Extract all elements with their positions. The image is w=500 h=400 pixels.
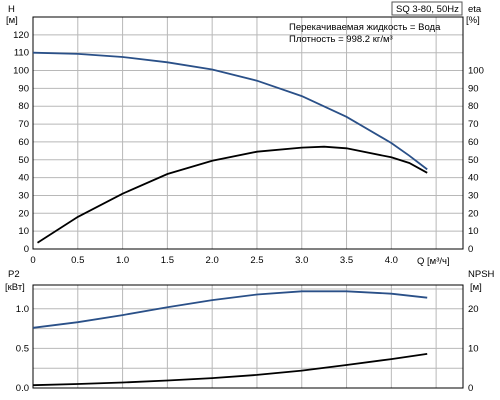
y-left-tick-label: 70 <box>18 119 29 130</box>
y-right-tick-label: 80 <box>468 101 479 112</box>
head-efficiency-chart: 0 10 20 30 40 50 60 70 80 90 100 110 120 0 10 20 30 40 50 6… <box>6 1 484 267</box>
y-right-tick-label: 10 <box>468 226 479 237</box>
y-right-tick-label: 40 <box>468 173 479 184</box>
eta-curve <box>37 145 428 244</box>
y-left-tick-label: 1.0 <box>16 304 29 315</box>
y-left-tick-label: 0.5 <box>16 343 29 354</box>
npsh-axis-title-name: NPSH <box>468 269 495 280</box>
y-left-tick-label: 0.0 <box>16 383 29 394</box>
npsh-axis-title-unit: [м] <box>470 282 482 293</box>
y-right-tick-label: 70 <box>468 119 479 130</box>
y-left-tick-label: 60 <box>18 137 29 148</box>
y-right-tick-label: 100 <box>468 66 484 77</box>
x-tick-label: 2.0 <box>206 255 219 266</box>
y-left-tick-label: 40 <box>18 173 29 184</box>
y-right-tick-label: 10 <box>468 343 479 354</box>
lower-tick-labels: 0.0 0.5 1.0 0 10 20 <box>16 304 479 394</box>
y-left-tick-label: 80 <box>18 101 29 112</box>
y-right-tick-label: 30 <box>468 190 479 201</box>
y-right-tick-label: 60 <box>468 137 479 148</box>
y-right-tick-label: 0 <box>468 383 473 394</box>
y-left-tick-label: 90 <box>18 83 29 94</box>
density-note: Плотность = 998.2 кг/м³ <box>289 34 393 45</box>
pump-label-box <box>391 1 463 16</box>
x-tick-label: 1.5 <box>161 255 174 266</box>
x-tick-label: 3.5 <box>340 255 353 266</box>
y-left-tick-label: 20 <box>18 208 29 219</box>
lower-grid <box>33 285 463 388</box>
y-right-tick-label: 20 <box>468 304 479 315</box>
upper-tick-labels: 0 10 20 30 40 50 60 70 80 90 100 110 120 0 10 20 30 40 50 6… <box>13 30 484 266</box>
y-left-title-name: H <box>8 4 15 15</box>
y-right-tick-label: 50 <box>468 155 479 166</box>
y-left-tick-label: 100 <box>13 66 29 77</box>
power-npsh-chart: 0.0 0.5 1.0 0 10 20 P2 [кВт] NPSH [м] <box>5 269 495 394</box>
x-tick-label: 0.5 <box>71 255 84 266</box>
x-tick-label: 1.0 <box>116 255 129 266</box>
y-right-title-unit: [%] <box>466 15 480 26</box>
y-right-tick-label: 90 <box>468 83 479 94</box>
x-axis-title: Q [м³/ч] <box>417 256 450 267</box>
upper-series <box>32 51 428 244</box>
x-tick-label: 0 <box>30 255 35 266</box>
y-left-tick-label: 30 <box>18 190 29 201</box>
y-left-tick-label: 10 <box>18 226 29 237</box>
y-right-title-name: eta <box>468 4 482 15</box>
lower-plot-frame <box>32 284 464 389</box>
pump-label: SQ 3-80, 50Hz <box>396 4 459 15</box>
y-right-tick-label: 0 <box>468 244 473 255</box>
lower-series <box>32 290 428 387</box>
p2-axis-title-name: P2 <box>8 269 20 280</box>
head-curve <box>32 51 428 171</box>
y-left-tick-label: 110 <box>14 48 29 59</box>
y-right-tick-label: 20 <box>468 208 479 219</box>
y-left-tick-label: 120 <box>13 30 29 41</box>
p2-curve <box>32 290 428 329</box>
upper-grid <box>33 17 463 249</box>
liquid-note: Перекачиваемая жидкость = Вода <box>289 22 441 33</box>
x-tick-label: 3.0 <box>295 255 308 266</box>
y-left-tick-label: 50 <box>18 155 29 166</box>
p2-axis-title-unit: [кВт] <box>5 282 25 293</box>
npsh-curve <box>32 353 428 387</box>
upper-plot-frame <box>32 16 464 250</box>
x-tick-label: 2.5 <box>250 255 263 266</box>
y-left-title-unit: [м] <box>6 15 18 26</box>
y-left-tick-label: 0 <box>24 244 29 255</box>
x-tick-label: 4.0 <box>385 255 398 266</box>
